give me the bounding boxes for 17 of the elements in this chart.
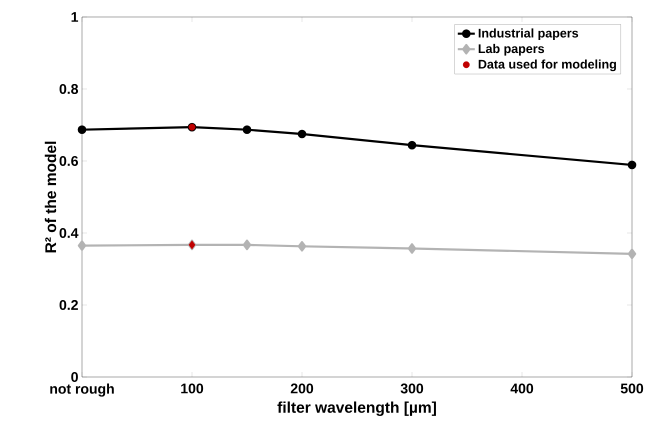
y-tick-label: 0.8 (60, 84, 78, 94)
legend-label: Lab papers (478, 44, 544, 56)
x-tick-label: 300 (400, 384, 424, 394)
y-tick-label: 0.4 (60, 228, 78, 238)
x-tick-label: 200 (290, 384, 314, 394)
y-tick-label: 0.2 (60, 300, 78, 310)
y-axis-title: R² of the model (44, 142, 56, 252)
x-tick-label: not rough (50, 384, 114, 397)
x-tick-label: 100 (181, 384, 204, 394)
x-axis-title: filter wavelength [µm] (277, 401, 436, 416)
y-tick-label: 1 (72, 12, 78, 22)
y-tick-label: 0 (71, 372, 78, 382)
y-tick-label: 0.6 (60, 156, 78, 166)
x-tick-label: 400 (510, 384, 534, 394)
legend-label: Data used for modeling (478, 59, 616, 72)
x-tick-label: 500 (620, 384, 644, 394)
legend-label: Industrial papers (478, 28, 578, 40)
